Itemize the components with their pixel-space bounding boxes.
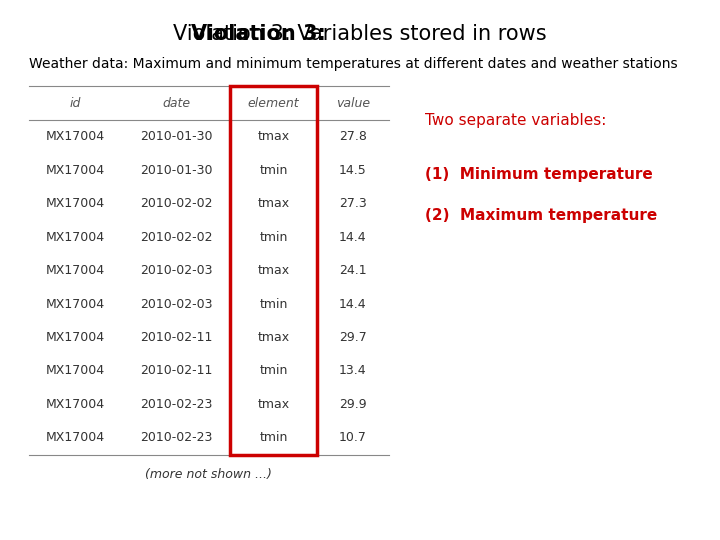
Text: 14.5: 14.5 xyxy=(339,164,366,177)
Text: 14.4: 14.4 xyxy=(339,298,366,310)
Text: tmin: tmin xyxy=(259,231,288,244)
Text: id: id xyxy=(70,97,81,110)
Text: 2010-02-11: 2010-02-11 xyxy=(140,331,212,344)
Text: 2010-02-11: 2010-02-11 xyxy=(140,364,212,377)
Text: (more not shown ...): (more not shown ...) xyxy=(145,468,272,481)
Text: MX17004: MX17004 xyxy=(46,364,105,377)
Text: (2)  Maximum temperature: (2) Maximum temperature xyxy=(425,208,657,222)
Text: Weather data: Maximum and minimum temperatures at different dates and weather st: Weather data: Maximum and minimum temper… xyxy=(29,57,678,71)
Text: MX17004: MX17004 xyxy=(46,298,105,310)
Text: 14.4: 14.4 xyxy=(339,231,366,244)
Text: (1)  Minimum temperature: (1) Minimum temperature xyxy=(425,167,652,182)
Text: 13.4: 13.4 xyxy=(339,364,366,377)
Text: tmax: tmax xyxy=(258,130,289,143)
Text: 27.8: 27.8 xyxy=(339,130,366,143)
Text: value: value xyxy=(336,97,370,110)
Text: tmin: tmin xyxy=(259,298,288,310)
Text: 24.1: 24.1 xyxy=(339,264,366,277)
Text: 10.7: 10.7 xyxy=(339,431,366,444)
Text: 29.7: 29.7 xyxy=(339,331,366,344)
Text: 27.3: 27.3 xyxy=(339,197,366,210)
Text: 29.9: 29.9 xyxy=(339,398,366,411)
Text: Violation 3: Variables stored in rows: Violation 3: Variables stored in rows xyxy=(174,24,546,44)
Text: Violation 3:: Violation 3: xyxy=(191,24,325,44)
Text: MX17004: MX17004 xyxy=(46,164,105,177)
Text: tmax: tmax xyxy=(258,197,289,210)
Text: tmin: tmin xyxy=(259,164,288,177)
Text: MX17004: MX17004 xyxy=(46,231,105,244)
Text: MX17004: MX17004 xyxy=(46,398,105,411)
Text: MX17004: MX17004 xyxy=(46,431,105,444)
Text: tmax: tmax xyxy=(258,264,289,277)
Text: tmax: tmax xyxy=(258,331,289,344)
Text: 2010-02-02: 2010-02-02 xyxy=(140,231,212,244)
Text: 2010-02-02: 2010-02-02 xyxy=(140,197,212,210)
Text: tmin: tmin xyxy=(259,364,288,377)
Text: tmin: tmin xyxy=(259,431,288,444)
Text: element: element xyxy=(248,97,300,110)
Text: 2010-02-03: 2010-02-03 xyxy=(140,264,212,277)
Text: MX17004: MX17004 xyxy=(46,197,105,210)
Text: MX17004: MX17004 xyxy=(46,331,105,344)
Text: 2010-01-30: 2010-01-30 xyxy=(140,130,212,143)
Text: date: date xyxy=(162,97,191,110)
Text: Two separate variables:: Two separate variables: xyxy=(425,113,606,128)
Text: 2010-02-03: 2010-02-03 xyxy=(140,298,212,310)
Text: 2010-02-23: 2010-02-23 xyxy=(140,398,212,411)
Text: 2010-02-23: 2010-02-23 xyxy=(140,431,212,444)
Text: 2010-01-30: 2010-01-30 xyxy=(140,164,212,177)
Text: MX17004: MX17004 xyxy=(46,130,105,143)
Text: tmax: tmax xyxy=(258,398,289,411)
Text: MX17004: MX17004 xyxy=(46,264,105,277)
